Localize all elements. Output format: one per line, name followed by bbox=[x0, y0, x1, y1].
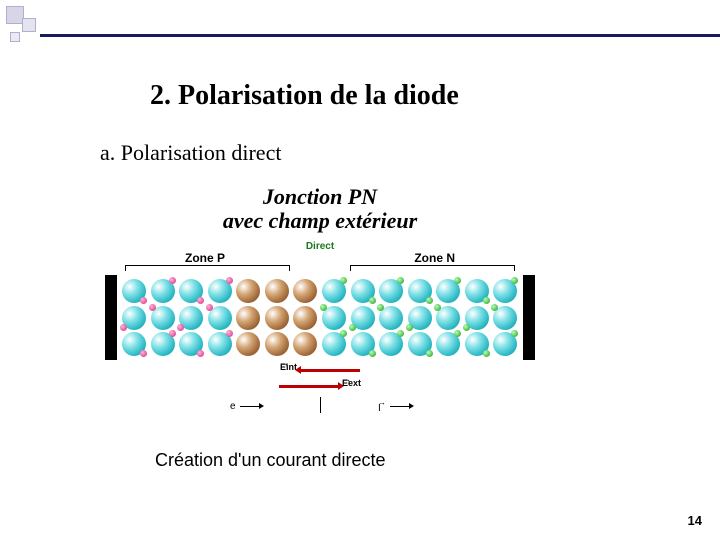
hole-carrier bbox=[149, 304, 156, 311]
electron-carrier bbox=[483, 350, 490, 357]
electron-carrier bbox=[511, 277, 518, 284]
zone-n-bracket bbox=[350, 265, 515, 271]
electron-carrier bbox=[434, 304, 441, 311]
diagram-title: Jonction PN avec champ extérieur bbox=[90, 185, 550, 233]
electron-carrier bbox=[340, 277, 347, 284]
subsection-heading: a. Polarisation direct bbox=[100, 140, 281, 166]
eint-arrow bbox=[300, 369, 360, 372]
zone-p-bracket bbox=[125, 265, 290, 271]
pn-junction-diagram: Jonction PN avec champ extérieur Direct … bbox=[90, 185, 550, 445]
electron-carrier bbox=[454, 330, 461, 337]
eext-label: →Eext bbox=[342, 376, 361, 396]
hole-carrier bbox=[226, 277, 233, 284]
electron-carrier bbox=[426, 297, 433, 304]
i-symbol: I bbox=[378, 403, 381, 414]
current-indicators: e → I bbox=[210, 401, 430, 421]
direct-label: Direct bbox=[306, 241, 334, 252]
e-arrow-icon bbox=[240, 406, 260, 407]
hole-carrier bbox=[140, 350, 147, 357]
current-indicator: → I bbox=[378, 401, 410, 412]
field-arrows-block: →Eint →Eext bbox=[245, 363, 395, 393]
electron-carrier bbox=[463, 324, 470, 331]
atom bbox=[236, 306, 260, 330]
electron-carrier bbox=[511, 330, 518, 337]
hole-carrier bbox=[197, 350, 204, 357]
electron-carrier bbox=[454, 277, 461, 284]
diagram-title-line2: avec champ extérieur bbox=[223, 208, 417, 233]
diagram-title-line1: Jonction PN bbox=[263, 184, 377, 209]
hole-carrier bbox=[169, 330, 176, 337]
atom bbox=[293, 279, 317, 303]
electron-carrier bbox=[349, 324, 356, 331]
atom bbox=[236, 279, 260, 303]
hole-carrier bbox=[206, 304, 213, 311]
zone-n-label: Zone N bbox=[414, 251, 455, 265]
i-arrow-icon bbox=[390, 406, 410, 407]
electron-carrier bbox=[397, 330, 404, 337]
electron-carrier bbox=[320, 304, 327, 311]
electron-carrier bbox=[406, 324, 413, 331]
atom bbox=[236, 332, 260, 356]
figure-caption: Création d'un courant directe bbox=[155, 450, 386, 471]
right-electrode bbox=[523, 275, 535, 360]
electron-carrier bbox=[369, 350, 376, 357]
zone-p-label: Zone P bbox=[185, 251, 225, 265]
atom bbox=[293, 332, 317, 356]
page-number: 14 bbox=[688, 513, 702, 528]
hole-carrier bbox=[140, 297, 147, 304]
atom bbox=[265, 279, 289, 303]
electron-flow-indicator: e bbox=[230, 401, 260, 412]
hole-carrier bbox=[120, 324, 127, 331]
eext-arrow bbox=[279, 385, 339, 388]
atom bbox=[265, 332, 289, 356]
hole-carrier bbox=[177, 324, 184, 331]
hole-carrier bbox=[226, 330, 233, 337]
left-electrode bbox=[105, 275, 117, 360]
electron-carrier bbox=[426, 350, 433, 357]
atoms-lattice bbox=[120, 277, 520, 357]
slide-top-rule bbox=[40, 34, 720, 37]
section-heading: 2. Polarisation de la diode bbox=[150, 80, 459, 112]
atom bbox=[293, 306, 317, 330]
slide-corner-decoration bbox=[0, 0, 80, 60]
electron-carrier bbox=[397, 277, 404, 284]
e-symbol: e bbox=[230, 401, 236, 412]
electron-carrier bbox=[377, 304, 384, 311]
hole-carrier bbox=[197, 297, 204, 304]
electron-carrier bbox=[483, 297, 490, 304]
hole-carrier bbox=[169, 277, 176, 284]
electron-carrier bbox=[369, 297, 376, 304]
electron-carrier bbox=[340, 330, 347, 337]
atom bbox=[265, 306, 289, 330]
